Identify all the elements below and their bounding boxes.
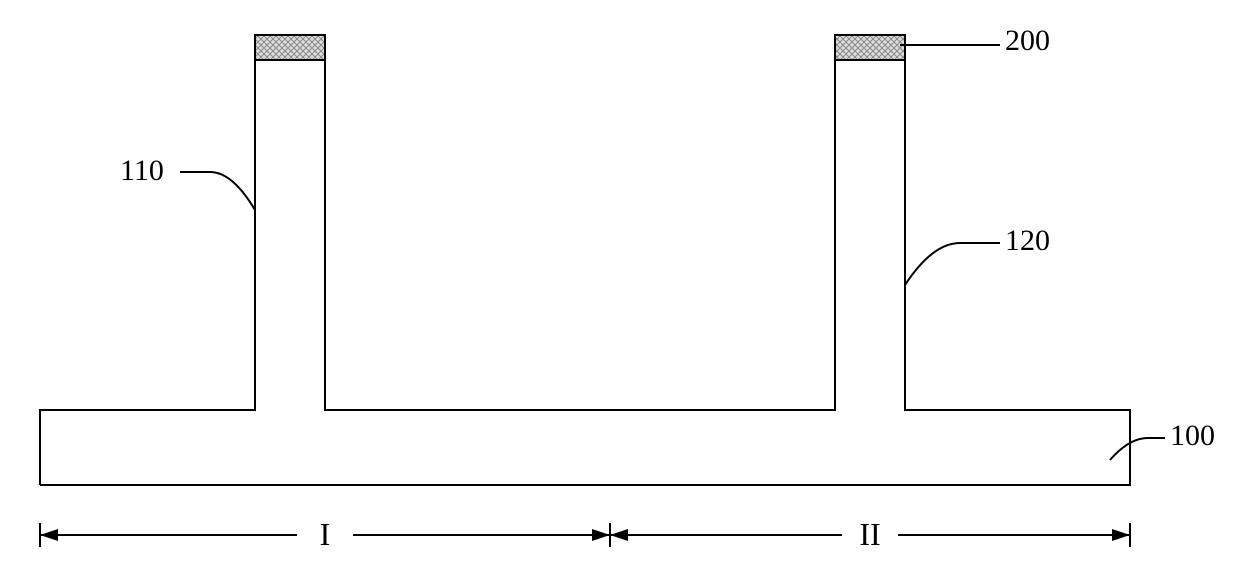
dim-arrowhead bbox=[40, 529, 58, 541]
fin-right: 120 bbox=[1005, 224, 1050, 257]
fin-left-cap bbox=[255, 35, 325, 60]
cap-right: 200 bbox=[1005, 24, 1050, 57]
substrate: 100 bbox=[1170, 419, 1215, 452]
dim-arrowhead bbox=[592, 529, 610, 541]
fin-left-leader bbox=[180, 172, 255, 210]
substrate-outline bbox=[40, 60, 1130, 485]
dim-arrowhead bbox=[610, 529, 628, 541]
region2: II bbox=[859, 516, 880, 552]
dim-arrowhead bbox=[1112, 529, 1130, 541]
substrate-leader bbox=[1110, 438, 1165, 460]
fin-right-leader bbox=[905, 243, 1000, 285]
region1: I bbox=[320, 516, 331, 552]
fin-right-cap bbox=[835, 35, 905, 60]
fin-left: 110 bbox=[120, 154, 164, 187]
